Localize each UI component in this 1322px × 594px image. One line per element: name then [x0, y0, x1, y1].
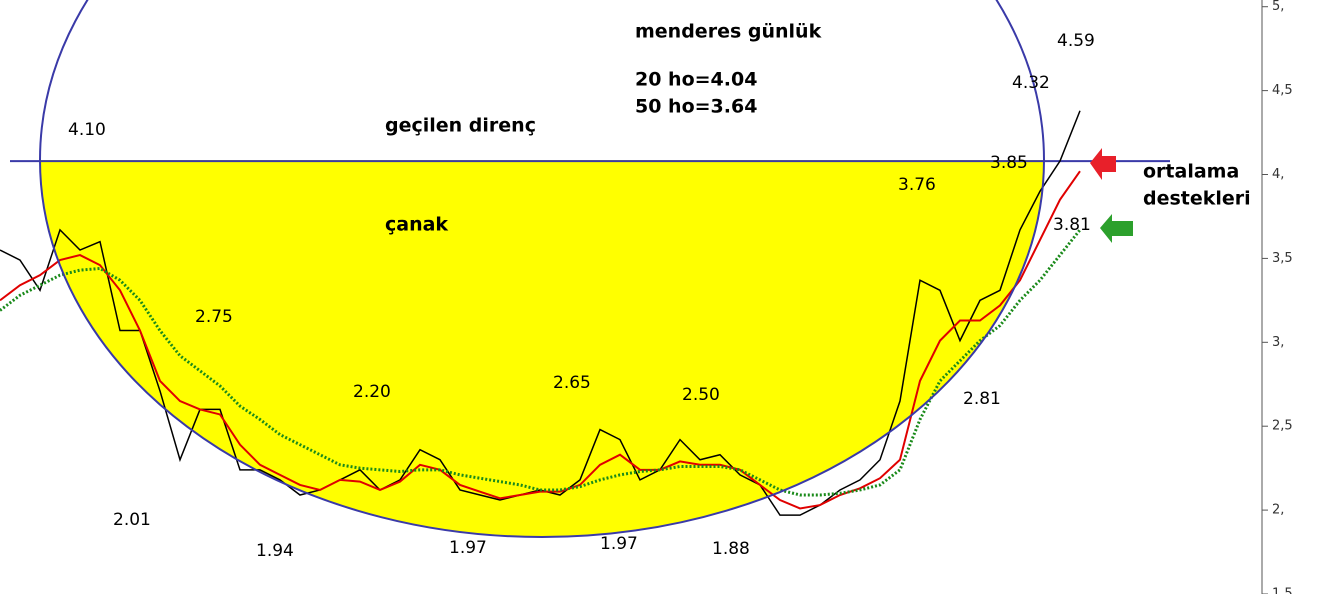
annotation: 50 ho=3.64	[635, 96, 757, 118]
plot	[0, 110, 1170, 516]
annotation: 4.10	[68, 120, 106, 140]
y-tick-label: 2,	[1272, 503, 1284, 518]
annotation: menderes günlük	[635, 21, 822, 43]
price-line	[0, 110, 1081, 516]
annotation: 2.65	[553, 373, 591, 393]
bowl-outline	[39, 0, 1045, 538]
y-tick-label: 2,5	[1272, 419, 1293, 434]
annotation: 2.01	[113, 510, 151, 530]
annotation: 1.88	[712, 539, 750, 559]
y-tick-label: 1,5	[1272, 587, 1293, 594]
annotation: 3.85	[990, 153, 1028, 173]
annotation: çanak	[385, 214, 448, 236]
annotation: destekleri	[1143, 188, 1251, 210]
bowl-fill	[40, 160, 1044, 537]
annotation: 3.81	[1053, 215, 1091, 235]
y-tick-label: 3,	[1272, 335, 1284, 350]
y-tick-label: 4,5	[1272, 83, 1293, 98]
red-arrow	[1090, 148, 1116, 180]
green-arrow	[1100, 214, 1133, 243]
annotation: 2.81	[963, 389, 1001, 409]
annotation: 4.59	[1057, 31, 1095, 51]
annotation: 2.50	[682, 385, 720, 405]
annotation: 2.20	[353, 382, 391, 402]
annotation: 1.97	[449, 538, 487, 558]
y-tick-label: 3,5	[1272, 251, 1293, 266]
annotation: ortalama	[1143, 161, 1239, 183]
annotation: 20 ho=4.04	[635, 69, 757, 91]
annotation: 4.32	[1012, 73, 1050, 93]
y-tick-label: 5,	[1272, 0, 1284, 14]
bowl	[40, 160, 1044, 537]
moving-average	[0, 170, 1081, 510]
annotation: 1.94	[256, 541, 294, 561]
y-tick-label: 4,	[1272, 167, 1284, 182]
annotation: 2.75	[195, 307, 233, 327]
annotation: 1.97	[600, 534, 638, 554]
annotation: geçilen direnç	[385, 115, 536, 137]
annotation: 3.76	[898, 175, 936, 195]
annotations: menderes günlük 20 ho=4.04 50 ho=3.64 geçil…	[68, 21, 1251, 562]
